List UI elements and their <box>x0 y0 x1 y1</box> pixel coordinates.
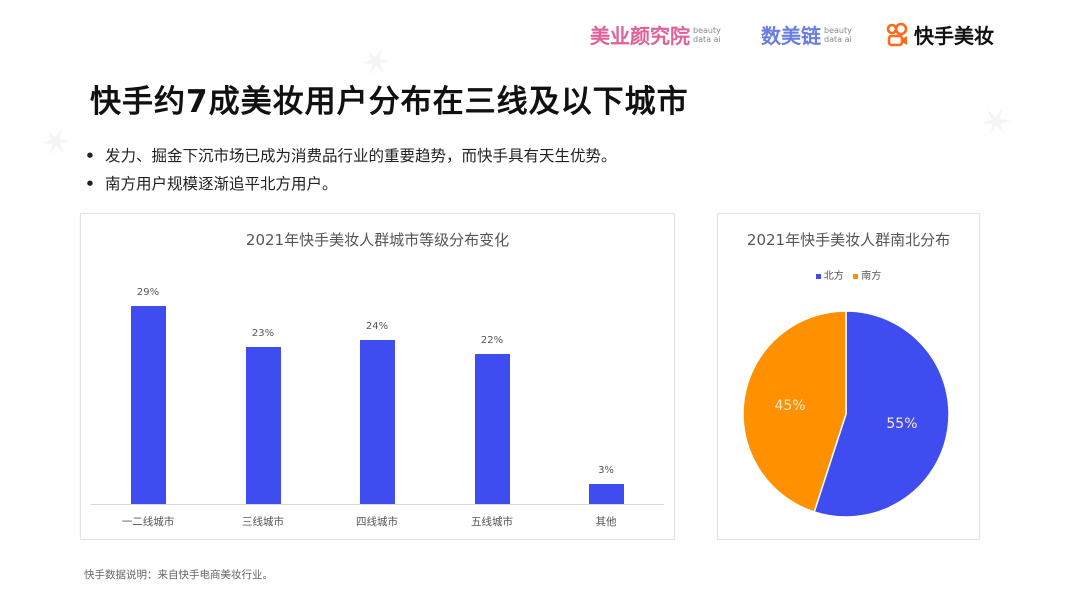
logo-text: 快手美妆 <box>914 24 994 48</box>
pie-chart-title: 2021年快手美妆人群南北分布 <box>746 231 951 249</box>
pie-slice <box>813 310 950 518</box>
pie-slice <box>742 310 847 513</box>
pie-chart-card: 2021年快手美妆人群南北分布 北方 南方 55% 45% <box>717 213 980 540</box>
legend-item-north: 北方 <box>815 271 844 282</box>
legend-swatch <box>853 273 859 279</box>
bullet-list: • 发力、掘金下沉市场已成为消费品行业的重要趋势，而快手具有天生优势。 • 南方用户… <box>85 142 617 198</box>
bar-value-label: 3% <box>598 464 614 476</box>
x-tick-label: 其他 <box>595 516 617 528</box>
header-logos: 美业颜究院 beauty data ai 数美链 beauty data ai … <box>590 12 994 57</box>
watermark: ✶ <box>969 94 1024 152</box>
bullet-item: • 发力、掘金下沉市场已成为消费品行业的重要趋势，而快手具有天生优势。 <box>85 142 617 170</box>
bar-value-label: 29% <box>136 286 160 298</box>
page-title: 快手约7成美妆用户分布在三线及以下城市 <box>90 84 689 120</box>
bar-value-label: 22% <box>480 334 504 346</box>
logo-sub: beauty data ai <box>693 25 721 44</box>
bullet-dot: • <box>85 175 95 193</box>
bar-chart-title: 2021年快手美妆人群城市等级分布变化 <box>245 231 510 249</box>
logo-meiye-yanjiuyuan: 美业颜究院 <box>590 24 690 48</box>
legend-item-south: 南方 <box>853 271 881 282</box>
kuaishou-logo-icon <box>886 22 908 46</box>
watermark: ✶ <box>29 114 84 172</box>
pie-legend: 北方 南方 <box>718 267 979 282</box>
bar-value-label: 24% <box>365 321 389 333</box>
bar <box>130 305 166 504</box>
x-axis <box>91 504 664 505</box>
bar-value-label: 23% <box>251 327 275 339</box>
pie-value-label: 55% <box>886 416 917 432</box>
bullet-text: 发力、掘金下沉市场已成为消费品行业的重要趋势，而快手具有天生优势。 <box>105 147 617 165</box>
x-tick-label: 一二线城市 <box>121 516 175 528</box>
bullet-text: 南方用户规模逐渐追平北方用户。 <box>105 175 338 193</box>
pie-value-label: 45% <box>774 398 805 414</box>
x-tick-label: 三线城市 <box>242 516 284 528</box>
footnote: 快手数据说明：来自快手电商美妆行业。 <box>84 569 273 581</box>
bar <box>474 353 510 504</box>
legend-swatch <box>815 273 821 279</box>
logo-sub: beauty data ai <box>824 25 852 44</box>
bar <box>359 340 395 504</box>
bullet-item: • 南方用户规模逐渐追平北方用户。 <box>85 170 617 198</box>
x-tick-label: 五线城市 <box>471 516 513 528</box>
pie-chart: 55% 45% <box>742 310 950 518</box>
bullet-dot: • <box>85 147 95 165</box>
logo-shumeilian: 数美链 <box>761 24 821 48</box>
bar <box>588 483 624 504</box>
legend-label: 北方 <box>823 271 844 282</box>
bar-chart-card: 2021年快手美妆人群城市等级分布变化 29% 一二线城市 23% 三线城市 24% 四线… <box>80 213 675 540</box>
bar <box>245 346 281 504</box>
x-tick-label: 四线城市 <box>356 516 398 528</box>
legend-label: 南方 <box>861 271 882 282</box>
logo-kuaishou-meizhuang: 快手美妆 <box>886 20 994 49</box>
